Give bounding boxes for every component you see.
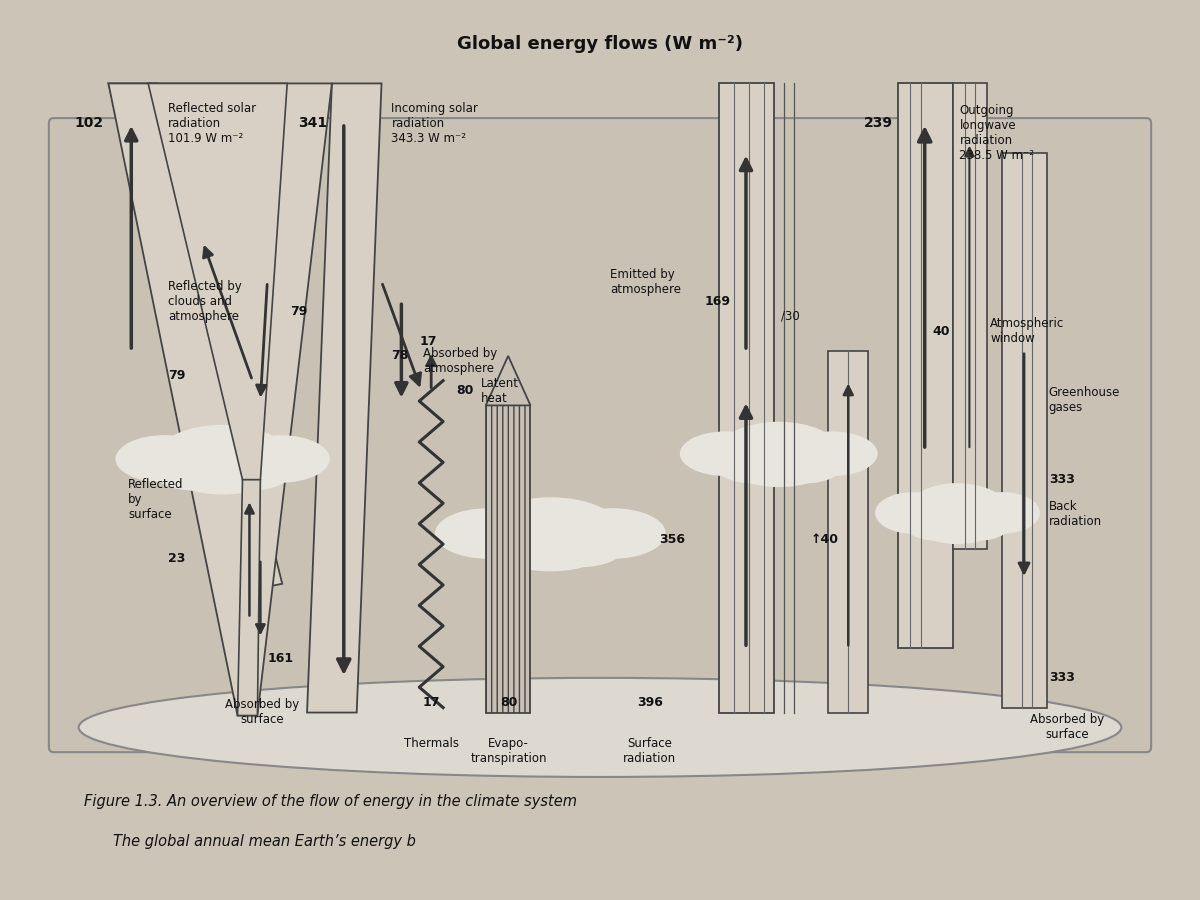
- Ellipse shape: [79, 678, 1121, 777]
- Text: 40: 40: [932, 325, 949, 338]
- Text: Incoming solar
radiation
343.3 W m⁻²: Incoming solar radiation 343.3 W m⁻²: [391, 102, 479, 145]
- Text: 80: 80: [500, 696, 517, 709]
- Text: Absorbed by
surface: Absorbed by surface: [226, 698, 300, 725]
- Polygon shape: [307, 84, 382, 713]
- Text: Surface
radiation: Surface radiation: [623, 737, 677, 765]
- Text: Evapo-
transpiration: Evapo- transpiration: [470, 737, 547, 765]
- Text: Emitted by
atmosphere: Emitted by atmosphere: [610, 267, 680, 295]
- Polygon shape: [108, 84, 282, 594]
- Text: Back
radiation: Back radiation: [1049, 500, 1102, 528]
- Text: Global energy flows (W m⁻²): Global energy flows (W m⁻²): [457, 35, 743, 53]
- Ellipse shape: [158, 425, 287, 485]
- Ellipse shape: [481, 498, 620, 562]
- Text: 17: 17: [419, 335, 437, 347]
- Ellipse shape: [475, 525, 564, 567]
- Text: 169: 169: [704, 295, 731, 308]
- Ellipse shape: [965, 492, 1040, 534]
- Ellipse shape: [904, 506, 967, 541]
- Ellipse shape: [210, 451, 293, 490]
- Ellipse shape: [152, 451, 235, 490]
- Text: 79: 79: [168, 369, 185, 382]
- Polygon shape: [1002, 153, 1046, 707]
- Text: 102: 102: [74, 116, 103, 130]
- Text: 333: 333: [1049, 473, 1075, 486]
- Ellipse shape: [916, 505, 1000, 544]
- Polygon shape: [898, 84, 953, 648]
- Ellipse shape: [948, 506, 1012, 541]
- Bar: [486, 405, 530, 713]
- Text: Reflected by
clouds and
atmosphere: Reflected by clouds and atmosphere: [168, 280, 241, 323]
- Text: Figure 1.3. An overview of the flow of energy in the climate system: Figure 1.3. An overview of the flow of e…: [84, 794, 577, 809]
- Text: Greenhouse
gases: Greenhouse gases: [1049, 386, 1121, 415]
- Text: 79: 79: [290, 305, 307, 318]
- Ellipse shape: [434, 508, 541, 559]
- Ellipse shape: [719, 422, 839, 478]
- Ellipse shape: [492, 524, 608, 572]
- Polygon shape: [486, 356, 530, 405]
- Text: Atmospheric
window: Atmospheric window: [990, 317, 1064, 345]
- Text: The global annual mean Earth’s energy b: The global annual mean Earth’s energy b: [114, 833, 416, 849]
- Text: Thermals: Thermals: [403, 737, 458, 751]
- Text: /30: /30: [781, 310, 799, 323]
- Polygon shape: [108, 84, 332, 716]
- Text: Latent
heat: Latent heat: [481, 376, 518, 405]
- Text: ↑40: ↑40: [810, 533, 839, 545]
- Polygon shape: [719, 84, 774, 713]
- Polygon shape: [828, 351, 868, 713]
- Polygon shape: [953, 84, 988, 549]
- Text: 80: 80: [456, 384, 473, 397]
- Text: 17: 17: [422, 696, 440, 709]
- Text: 239: 239: [864, 116, 893, 130]
- Ellipse shape: [728, 446, 829, 487]
- Text: Reflected solar
radiation
101.9 W m⁻²: Reflected solar radiation 101.9 W m⁻²: [168, 102, 256, 145]
- Ellipse shape: [680, 431, 770, 476]
- Text: Absorbed by
surface: Absorbed by surface: [1030, 713, 1104, 741]
- FancyBboxPatch shape: [49, 118, 1151, 752]
- Text: 396: 396: [637, 696, 662, 709]
- Ellipse shape: [232, 435, 330, 482]
- Polygon shape: [148, 84, 287, 480]
- Polygon shape: [238, 480, 260, 716]
- Text: 333: 333: [1049, 671, 1075, 684]
- Ellipse shape: [536, 525, 625, 567]
- Text: 23: 23: [168, 553, 185, 565]
- Ellipse shape: [767, 446, 844, 483]
- Text: Reflected
by
surface: Reflected by surface: [128, 478, 184, 521]
- Ellipse shape: [714, 446, 791, 483]
- Ellipse shape: [787, 431, 877, 476]
- Ellipse shape: [875, 492, 950, 534]
- Text: 356: 356: [660, 533, 685, 545]
- Ellipse shape: [908, 483, 1007, 536]
- Ellipse shape: [115, 435, 214, 482]
- Ellipse shape: [560, 508, 666, 559]
- Text: Absorbed by
atmosphere: Absorbed by atmosphere: [424, 346, 498, 374]
- Text: 161: 161: [268, 652, 294, 664]
- Ellipse shape: [168, 450, 277, 495]
- Text: 78: 78: [391, 349, 409, 363]
- Text: 341: 341: [298, 116, 326, 130]
- Text: Outgoing
longwave
radiation
238.5 W m⁻²: Outgoing longwave radiation 238.5 W m⁻²: [960, 104, 1034, 162]
